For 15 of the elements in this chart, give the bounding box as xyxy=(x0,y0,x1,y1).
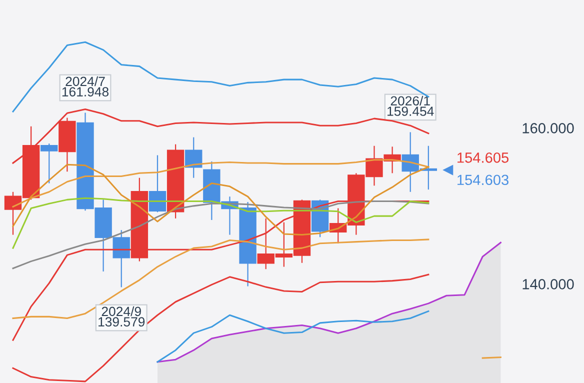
y-tick-label: 140.000 xyxy=(522,279,574,290)
annotation: 2024/9 139.579 xyxy=(98,306,145,327)
line-series xyxy=(12,164,430,236)
candlestick xyxy=(40,142,58,184)
candlestick xyxy=(185,136,202,178)
line-series xyxy=(156,310,430,363)
annotation: 2024/7 161.948 xyxy=(62,76,109,96)
candlestick xyxy=(148,154,166,213)
line-series xyxy=(12,200,430,270)
y-tick-label: 160.000 xyxy=(522,123,574,134)
candlestick xyxy=(112,230,130,288)
line-series xyxy=(12,274,430,382)
annotation: 2026/1 159.454 xyxy=(388,96,434,116)
annotation: 154.605 xyxy=(458,152,509,163)
annotation: 154.603 xyxy=(458,174,508,186)
